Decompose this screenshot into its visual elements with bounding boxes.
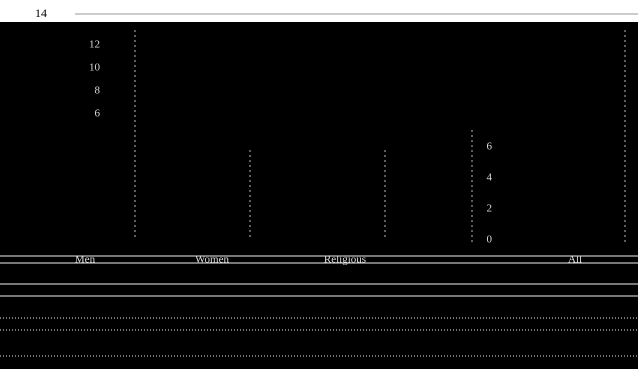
page-canvas: 14 12 10 8 6 6 4 2 0 Men Women Religious All bbox=[0, 0, 638, 369]
y-tick-label: 6 bbox=[95, 108, 101, 120]
figure bbox=[0, 30, 638, 356]
group-label: Women bbox=[195, 254, 229, 266]
y-tick-label: 4 bbox=[487, 172, 493, 184]
y-tick-label: 12 bbox=[89, 39, 100, 51]
y-tick-label: 10 bbox=[89, 62, 101, 74]
group-label: Religious bbox=[324, 254, 366, 266]
page: 14 1210866420MenWomenReligiousAll (() =>… bbox=[0, 0, 638, 369]
page-number: 14 bbox=[35, 6, 47, 20]
group-label: All bbox=[568, 254, 582, 266]
y-tick-label: 8 bbox=[95, 85, 101, 97]
y-tick-label: 0 bbox=[487, 234, 493, 246]
y-tick-label: 2 bbox=[487, 203, 493, 215]
y-tick-label: 6 bbox=[487, 141, 493, 153]
header-band bbox=[0, 0, 638, 22]
group-label: Men bbox=[75, 254, 96, 266]
